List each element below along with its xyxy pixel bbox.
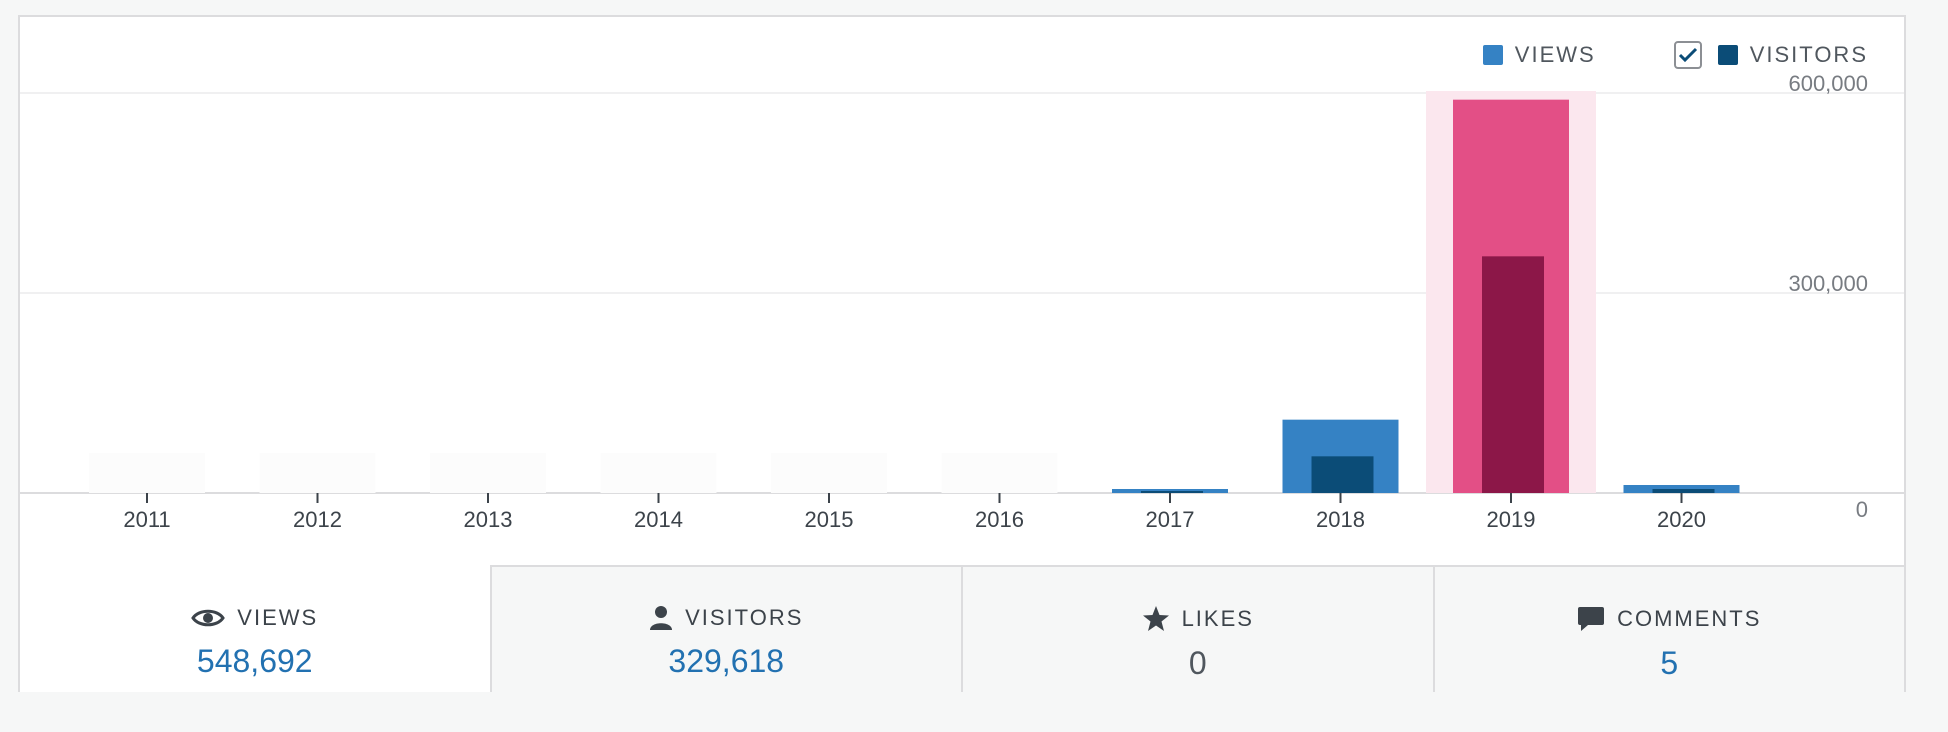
tab-views-value: 548,692 xyxy=(196,643,313,679)
x-tick-label: 2011 xyxy=(123,507,170,532)
tab-comments[interactable]: COMMENTS 5 xyxy=(1432,565,1904,692)
stats-tabs: VIEWS 548,692 VISITORS 329,618 LIKES 0 xyxy=(20,565,1904,692)
legend-views-label: VIEWS xyxy=(1514,42,1596,67)
y-tick-label: 300,000 xyxy=(1788,271,1868,296)
tab-likes-label: LIKES xyxy=(1181,606,1254,631)
x-tick-label: 2013 xyxy=(464,507,513,532)
visitors-bar xyxy=(1141,491,1203,493)
eye-icon xyxy=(191,609,226,627)
views-swatch xyxy=(1482,45,1503,65)
star-icon xyxy=(1142,606,1169,631)
tab-visitors-label: VISITORS xyxy=(685,605,804,630)
legend-item-views: VIEWS xyxy=(1482,42,1596,68)
tab-likes-value: 0 xyxy=(1188,645,1207,681)
x-tick-label: 2020 xyxy=(1657,507,1706,532)
visitors-checkbox[interactable] xyxy=(1673,41,1702,69)
empty-bar xyxy=(771,453,887,493)
chart-legend: VIEWS VISITORS xyxy=(1482,41,1868,69)
tab-likes[interactable]: LIKES 0 xyxy=(961,565,1433,692)
legend-visitors-label: VISITORS xyxy=(1749,42,1868,67)
x-tick-label: 2019 xyxy=(1487,507,1536,532)
empty-bar xyxy=(600,453,717,493)
x-tick-label: 2016 xyxy=(975,507,1024,532)
x-tick-label: 2018 xyxy=(1316,507,1365,532)
empty-bar xyxy=(89,453,205,493)
visitors-swatch xyxy=(1717,45,1738,65)
tab-views[interactable]: VIEWS 548,692 xyxy=(20,565,490,692)
comment-icon xyxy=(1578,607,1605,631)
y-tick-label: 0 xyxy=(1856,497,1868,522)
legend-item-visitors: VISITORS xyxy=(1717,42,1868,68)
tab-views-label: VIEWS xyxy=(237,605,319,630)
tab-comments-value: 5 xyxy=(1660,645,1679,681)
checkmark-icon xyxy=(1678,47,1697,63)
x-tick-label: 2017 xyxy=(1146,507,1195,532)
y-tick-label: 600,000 xyxy=(1788,71,1868,96)
tab-comments-label: COMMENTS xyxy=(1617,606,1762,631)
empty-bar xyxy=(259,453,376,493)
x-tick-label: 2015 xyxy=(805,507,854,532)
visitors-bar xyxy=(1652,489,1715,493)
tab-visitors-value: 329,618 xyxy=(668,643,785,679)
empty-bar xyxy=(430,453,546,493)
visitors-bar xyxy=(1482,256,1544,493)
bar-chart: 0 300,000 600,000 2011 2012 2013 2014 2015 2016 2… xyxy=(20,71,1904,532)
tab-visitors[interactable]: VISITORS 329,618 xyxy=(489,565,961,692)
visitors-bar xyxy=(1311,456,1374,493)
person-icon xyxy=(650,606,673,630)
x-tick-label: 2014 xyxy=(634,507,683,532)
stats-card: VIEWS VISITORS 0 300,000 600,000 2011 2012 20… xyxy=(18,15,1906,692)
empty-bar xyxy=(941,453,1058,493)
x-tick-label: 2012 xyxy=(293,507,342,532)
